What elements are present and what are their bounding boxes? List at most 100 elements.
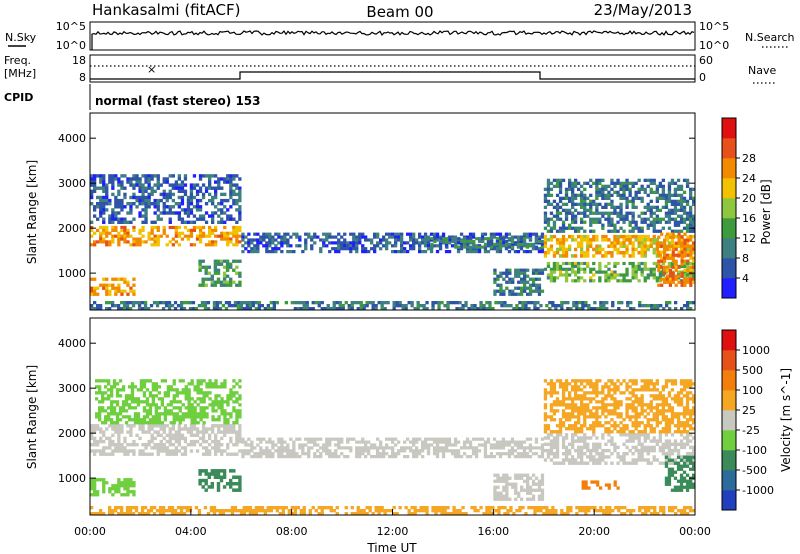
power-cell (286, 241, 290, 245)
velocity-cell (337, 446, 341, 450)
power-cell (211, 220, 215, 224)
velocity-cell (571, 406, 575, 410)
power-cell (601, 238, 605, 242)
power-cell (280, 241, 284, 245)
velocity-cell (679, 445, 684, 450)
power-cell (558, 273, 563, 277)
power-cell (561, 196, 566, 200)
velocity-cell (429, 437, 434, 441)
velocity-cell (505, 494, 509, 498)
power-cell (479, 307, 483, 311)
velocity-cell (682, 409, 687, 413)
power-cell (692, 251, 696, 255)
velocity-cell (129, 430, 133, 434)
power-cell (223, 231, 227, 235)
velocity-cell (610, 412, 614, 416)
power-cell (132, 225, 136, 230)
velocity-cell (141, 427, 145, 431)
velocity-cell (502, 476, 506, 480)
power-cell (129, 180, 133, 184)
velocity-cell (232, 385, 236, 389)
power-cell (552, 205, 557, 209)
power-cell (610, 193, 614, 197)
velocity-cell (102, 430, 106, 434)
power-cell (188, 301, 193, 305)
velocity-cell (595, 448, 599, 453)
velocity-cell (157, 391, 161, 395)
velocity-cell (192, 433, 197, 437)
power-cell (670, 238, 675, 242)
velocity-cell (610, 379, 614, 383)
power-cell (220, 208, 224, 212)
power-cell (546, 238, 551, 242)
velocity-cell (682, 394, 687, 398)
power-cell (555, 238, 560, 242)
power-cell (598, 244, 602, 248)
velocity-cell (649, 388, 653, 392)
power-cell (498, 250, 503, 254)
power-cell (397, 235, 401, 239)
velocity-cell (441, 446, 446, 450)
velocity-cell (123, 484, 127, 488)
velocity-cell (129, 490, 133, 494)
power-cell (652, 251, 656, 255)
velocity-cell (159, 424, 163, 428)
power-cell (646, 178, 650, 182)
velocity-cell (564, 406, 569, 410)
power-cell (162, 180, 166, 184)
velocity-cell (121, 400, 126, 404)
power-cell (505, 286, 509, 290)
velocity-cell (93, 484, 97, 488)
power-cell (226, 234, 230, 238)
velocity-cell (499, 491, 503, 495)
velocity-cell (601, 385, 605, 389)
velocity-cell (232, 394, 236, 398)
power-cell (555, 264, 560, 268)
velocity-cell (486, 455, 491, 459)
velocity-cell (685, 424, 690, 428)
power-cell (558, 199, 563, 203)
power-cell (583, 196, 587, 200)
power-cell (649, 190, 653, 194)
velocity-cell (580, 430, 584, 434)
velocity-cell (543, 379, 548, 383)
power-cell (564, 251, 569, 255)
power-cell (141, 195, 145, 200)
velocity-cell (598, 455, 602, 459)
power-cell (256, 238, 260, 242)
velocity-cell (685, 400, 690, 404)
velocity-cell (379, 452, 383, 456)
velocity-cell (577, 455, 581, 459)
velocity-cell (192, 424, 197, 428)
velocity-cell (640, 433, 644, 437)
velocity-cell (238, 394, 242, 398)
power-cell (481, 237, 485, 241)
power-cell (173, 301, 178, 305)
velocity-cell (577, 409, 581, 413)
power-cell (168, 195, 172, 200)
velocity-cell (115, 400, 120, 404)
power-cell (165, 177, 169, 181)
power-cell (619, 202, 623, 206)
power-cell (217, 177, 221, 181)
velocity-cell (465, 440, 470, 444)
power-cell (114, 205, 118, 209)
velocity-cell (592, 430, 596, 434)
power-cell (218, 307, 223, 311)
velocity-cell (435, 452, 440, 456)
velocity-cell (667, 406, 672, 410)
velocity-cell (495, 446, 500, 450)
power-cell (667, 193, 672, 197)
power-cell (537, 292, 542, 296)
power-cell (671, 247, 675, 251)
power-cell (257, 307, 261, 311)
power-cell (601, 178, 605, 182)
power-cell (543, 241, 548, 245)
velocity-cell (574, 433, 578, 437)
power-cell (628, 241, 632, 245)
velocity-cell (586, 455, 590, 459)
velocity-cell (514, 485, 518, 489)
velocity-cell (685, 461, 690, 465)
power-cell (692, 187, 696, 191)
velocity-cell (543, 412, 548, 416)
